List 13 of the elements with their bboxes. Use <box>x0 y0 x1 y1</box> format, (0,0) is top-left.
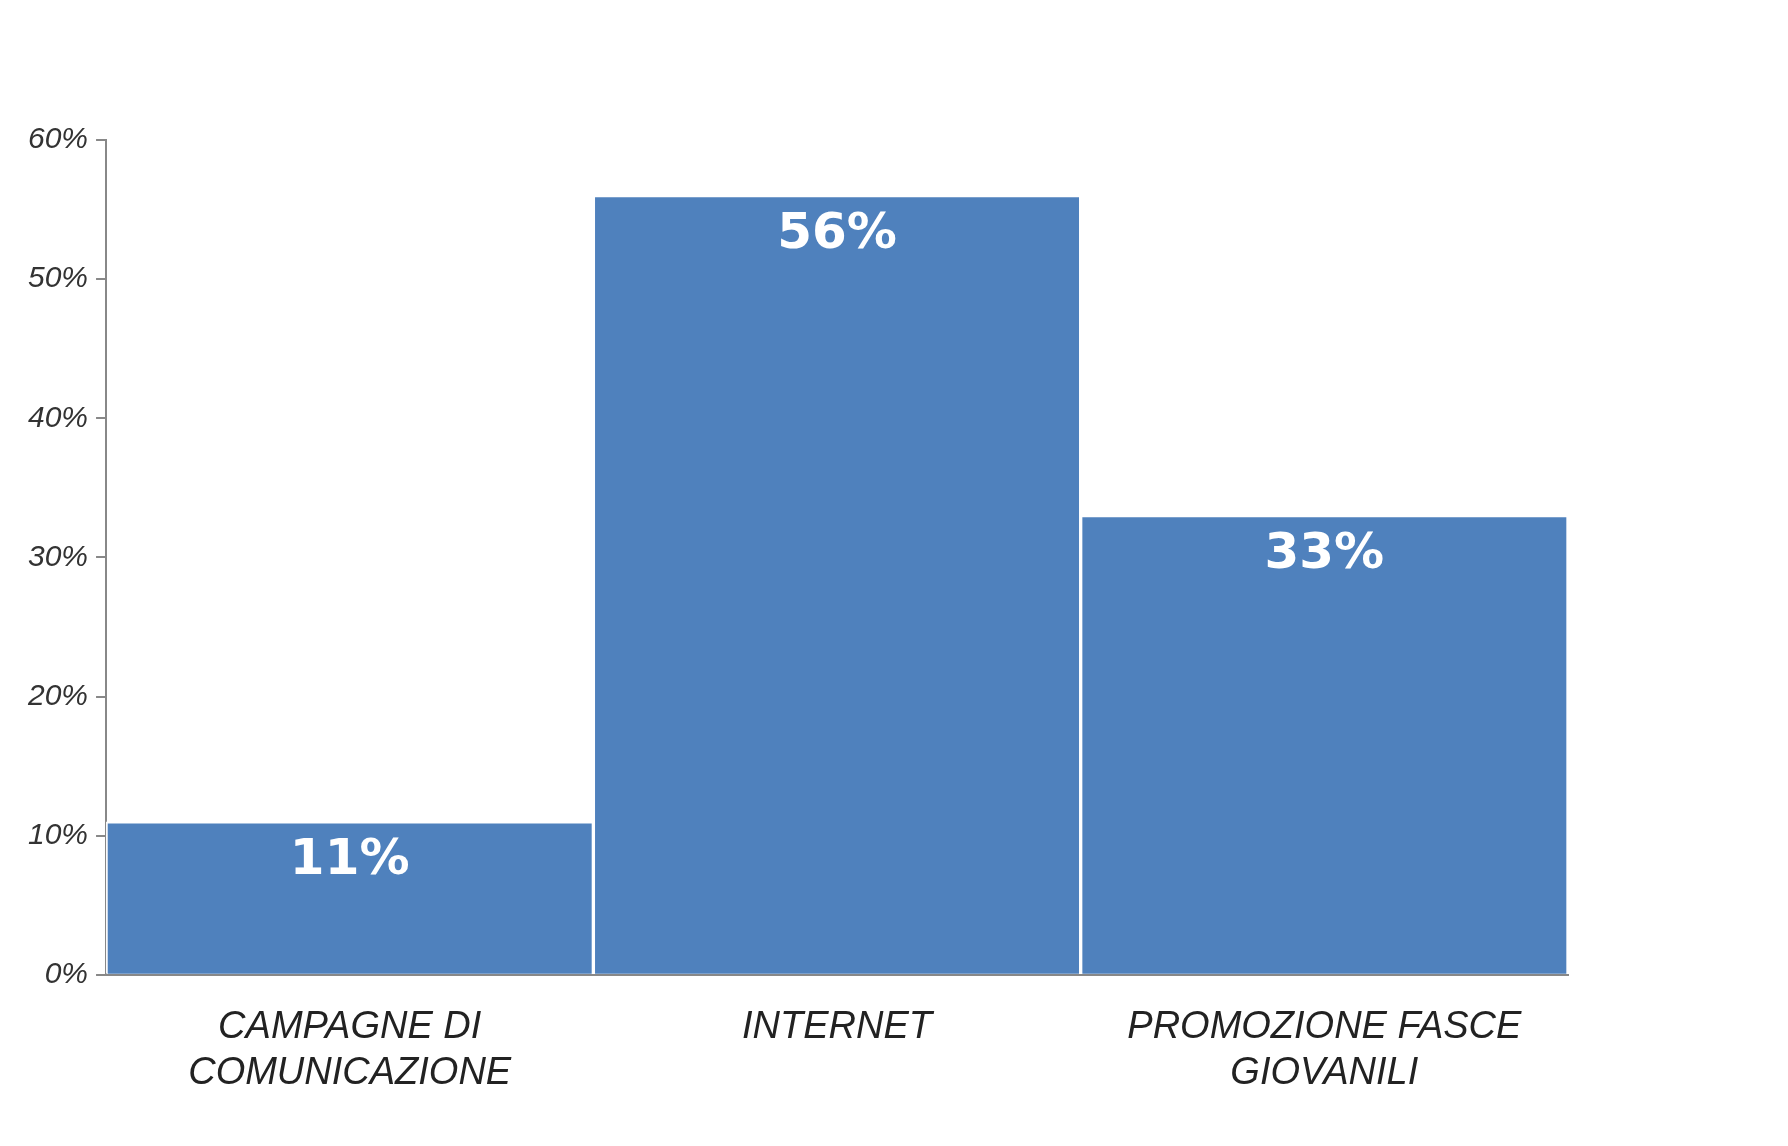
y-tick-label: 50% <box>28 260 89 294</box>
y-tick-label: 40% <box>28 399 89 433</box>
data-label: 33% <box>1264 521 1385 580</box>
y-tick-label: 0% <box>44 956 89 990</box>
data-label: 56% <box>777 201 897 260</box>
x-tick-label: PROMOZIONE FASCE GIOVANILI <box>1127 1004 1523 1092</box>
x-tick-label: CAMPAGNE DI COMUNICAZIONE <box>188 1004 512 1092</box>
y-tick-label: 20% <box>27 677 89 711</box>
y-tick-label: 10% <box>28 817 89 851</box>
y-tick-label: 60% <box>28 121 89 155</box>
y-tick-label: 30% <box>28 538 89 572</box>
x-tick-label: INTERNET <box>742 1004 935 1047</box>
data-label: 11% <box>289 827 410 886</box>
